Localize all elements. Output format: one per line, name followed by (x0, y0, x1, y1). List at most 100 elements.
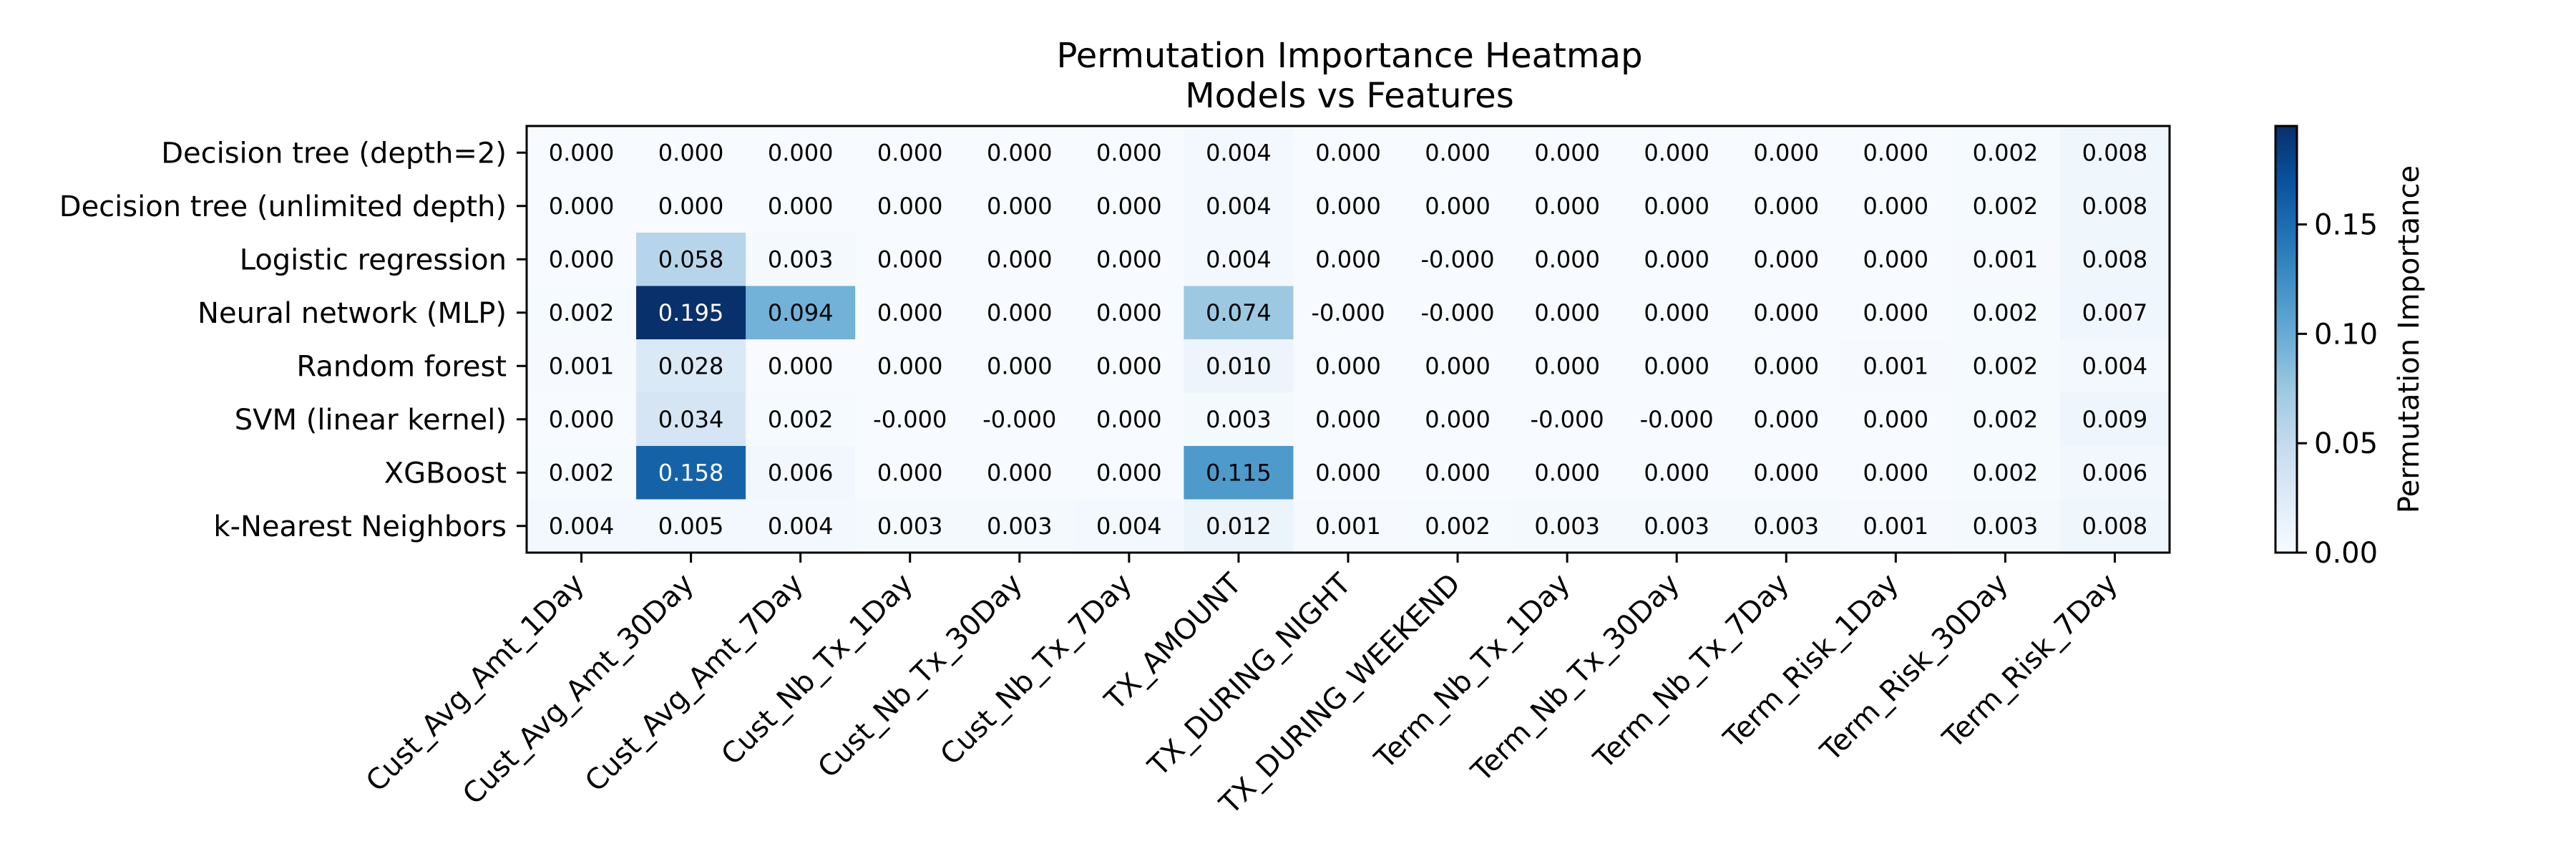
cell-value-label: 0.000 (1315, 352, 1381, 379)
cell-value-label: 0.004 (1206, 193, 1272, 220)
heatmap-cell (1402, 179, 1513, 233)
cell-value-label: -0.000 (1420, 246, 1494, 273)
cell-value-label: 0.000 (1863, 139, 1929, 166)
heatmap-cell (1840, 499, 1951, 553)
cell-value-label: 0.000 (1534, 246, 1600, 273)
cell-value-label: 0.001 (549, 352, 615, 379)
cell-value-label: 0.000 (1425, 139, 1491, 166)
cell-value-label: 0.003 (1753, 513, 1819, 540)
cell-value-label: 0.003 (1973, 513, 2039, 540)
x-tick-label: Term_Nb_Tx_1Day (1368, 568, 1576, 776)
heatmap-cell (746, 286, 856, 340)
cell-value-label: 0.002 (1973, 193, 2039, 220)
colorbar-gradient (2274, 125, 2298, 554)
heatmap-cell (1840, 179, 1951, 233)
heatmap-cell (1074, 126, 1184, 180)
heatmap-cell (1184, 339, 1294, 394)
heatmap-cell (965, 392, 1075, 447)
heatmap-cell (1512, 446, 1623, 500)
cell-value-label: -0.000 (1311, 299, 1385, 326)
cell-value-label: 0.000 (1863, 246, 1929, 273)
heatmap-cell (1621, 499, 1732, 553)
cell-value-label: 0.000 (877, 352, 943, 379)
heatmap-cell (965, 446, 1075, 500)
heatmap-cell (527, 286, 637, 340)
heatmap-cell (1840, 339, 1951, 394)
cell-value-label: 0.000 (987, 459, 1053, 486)
heatmap-cell (1293, 286, 1404, 340)
cell-value-label: 0.000 (1863, 299, 1929, 326)
heatmap-cell (1512, 126, 1623, 180)
heatmap-cell (1731, 286, 1842, 340)
heatmap-cell (1293, 392, 1404, 447)
heatmap-cell (2059, 392, 2170, 447)
heatmap-cell (1950, 233, 2061, 287)
heatmap-cell (2059, 126, 2170, 180)
heatmap-cell (636, 446, 746, 500)
cell-value-label: 0.000 (658, 139, 724, 166)
cell-value-label: 0.004 (549, 513, 615, 540)
heatmap-cell (1512, 179, 1623, 233)
cell-value-label: 0.000 (658, 193, 724, 220)
heatmap-cell (1512, 339, 1623, 394)
heatmap-cell (965, 233, 1075, 287)
y-tick-label: Neural network (MLP) (197, 297, 507, 330)
heatmap-cell (965, 286, 1075, 340)
y-tick-label: Decision tree (unlimited depth) (59, 190, 507, 223)
cell-value-label: 0.004 (2082, 352, 2148, 379)
heatmap-cell (636, 499, 746, 553)
cell-value-label: 0.006 (768, 459, 834, 486)
cell-value-label: 0.003 (877, 513, 943, 540)
cell-value-label: 0.000 (1534, 193, 1600, 220)
cell-value-label: 0.000 (877, 459, 943, 486)
cell-value-label: 0.000 (1425, 193, 1491, 220)
cell-value-label: 0.000 (1096, 352, 1162, 379)
cell-value-label: 0.074 (1206, 299, 1272, 326)
cell-value-label: 0.000 (1863, 406, 1929, 433)
colorbar-tick-label: 0.00 (2314, 537, 2378, 570)
cell-value-label: 0.000 (1534, 299, 1600, 326)
y-tick-label: k-Nearest Neighbors (213, 510, 507, 543)
cell-value-label: -0.000 (873, 406, 947, 433)
heatmap-cell (1402, 499, 1513, 553)
heatmap-cell (1184, 392, 1294, 447)
cell-value-label: 0.000 (1644, 139, 1709, 166)
cell-value-label: 0.000 (1096, 246, 1162, 273)
cell-value-label: 0.000 (1644, 193, 1709, 220)
x-tick-label: Term_Nb_Tx_30Day (1465, 568, 1686, 789)
cell-value-label: 0.003 (768, 246, 834, 273)
heatmap-cell (1840, 392, 1951, 447)
cell-value-label: 0.000 (1753, 352, 1819, 379)
y-tick-label: Logistic regression (240, 243, 507, 276)
y-axis-ticks: Decision tree (depth=2) Decision tree (un… (59, 137, 527, 543)
heatmap-cell (1293, 233, 1404, 287)
cell-value-label: 0.001 (1973, 246, 2039, 273)
x-tick-label: Cust_Nb_Tx_7Day (935, 568, 1138, 772)
heatmap-cell (1074, 233, 1184, 287)
heatmap-cell (1731, 392, 1842, 447)
cell-value-label: 0.000 (1644, 246, 1709, 273)
heatmap-cell (1950, 126, 2061, 180)
cell-value-label: 0.002 (1973, 299, 2039, 326)
cell-value-label: 0.000 (1534, 139, 1600, 166)
cell-value-label: 0.000 (768, 193, 834, 220)
heatmap-cell (2059, 179, 2170, 233)
heatmap-cell (1731, 499, 1842, 553)
heatmap-cell (636, 233, 746, 287)
heatmap-cell (1074, 392, 1184, 447)
cell-value-label: -0.000 (1640, 406, 1714, 433)
x-tick-label: Cust_Nb_Tx_1Day (715, 568, 919, 772)
colorbar-tick-label: 0.10 (2314, 318, 2378, 351)
cell-value-label: 0.000 (1315, 139, 1381, 166)
heatmap-cell (527, 126, 637, 180)
y-tick-label: XGBoost (384, 457, 507, 490)
cell-value-label: 0.000 (1644, 352, 1709, 379)
cell-value-label: 0.034 (658, 406, 724, 433)
heatmap-cell (855, 286, 965, 340)
heatmap-cell (1731, 446, 1842, 500)
heatmap-cell (1402, 392, 1513, 447)
heatmap-cell (2059, 499, 2170, 553)
heatmap-cell (636, 179, 746, 233)
heatmap-cell (746, 446, 856, 500)
